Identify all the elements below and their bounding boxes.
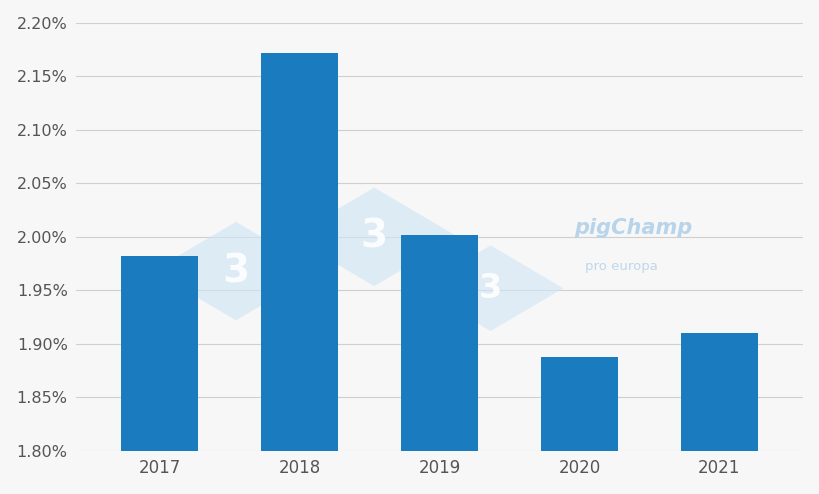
Bar: [261, 53, 338, 494]
Bar: [541, 357, 618, 494]
Text: 3: 3: [360, 218, 387, 256]
Bar: [400, 235, 477, 494]
Text: pigChamp: pigChamp: [573, 218, 691, 238]
Bar: [121, 256, 198, 494]
Text: 3: 3: [478, 272, 501, 305]
Bar: [680, 333, 757, 494]
Text: 3: 3: [222, 252, 249, 290]
Text: pro europa: pro europa: [585, 260, 657, 273]
Polygon shape: [290, 188, 457, 286]
Polygon shape: [418, 246, 563, 331]
Polygon shape: [152, 222, 319, 320]
